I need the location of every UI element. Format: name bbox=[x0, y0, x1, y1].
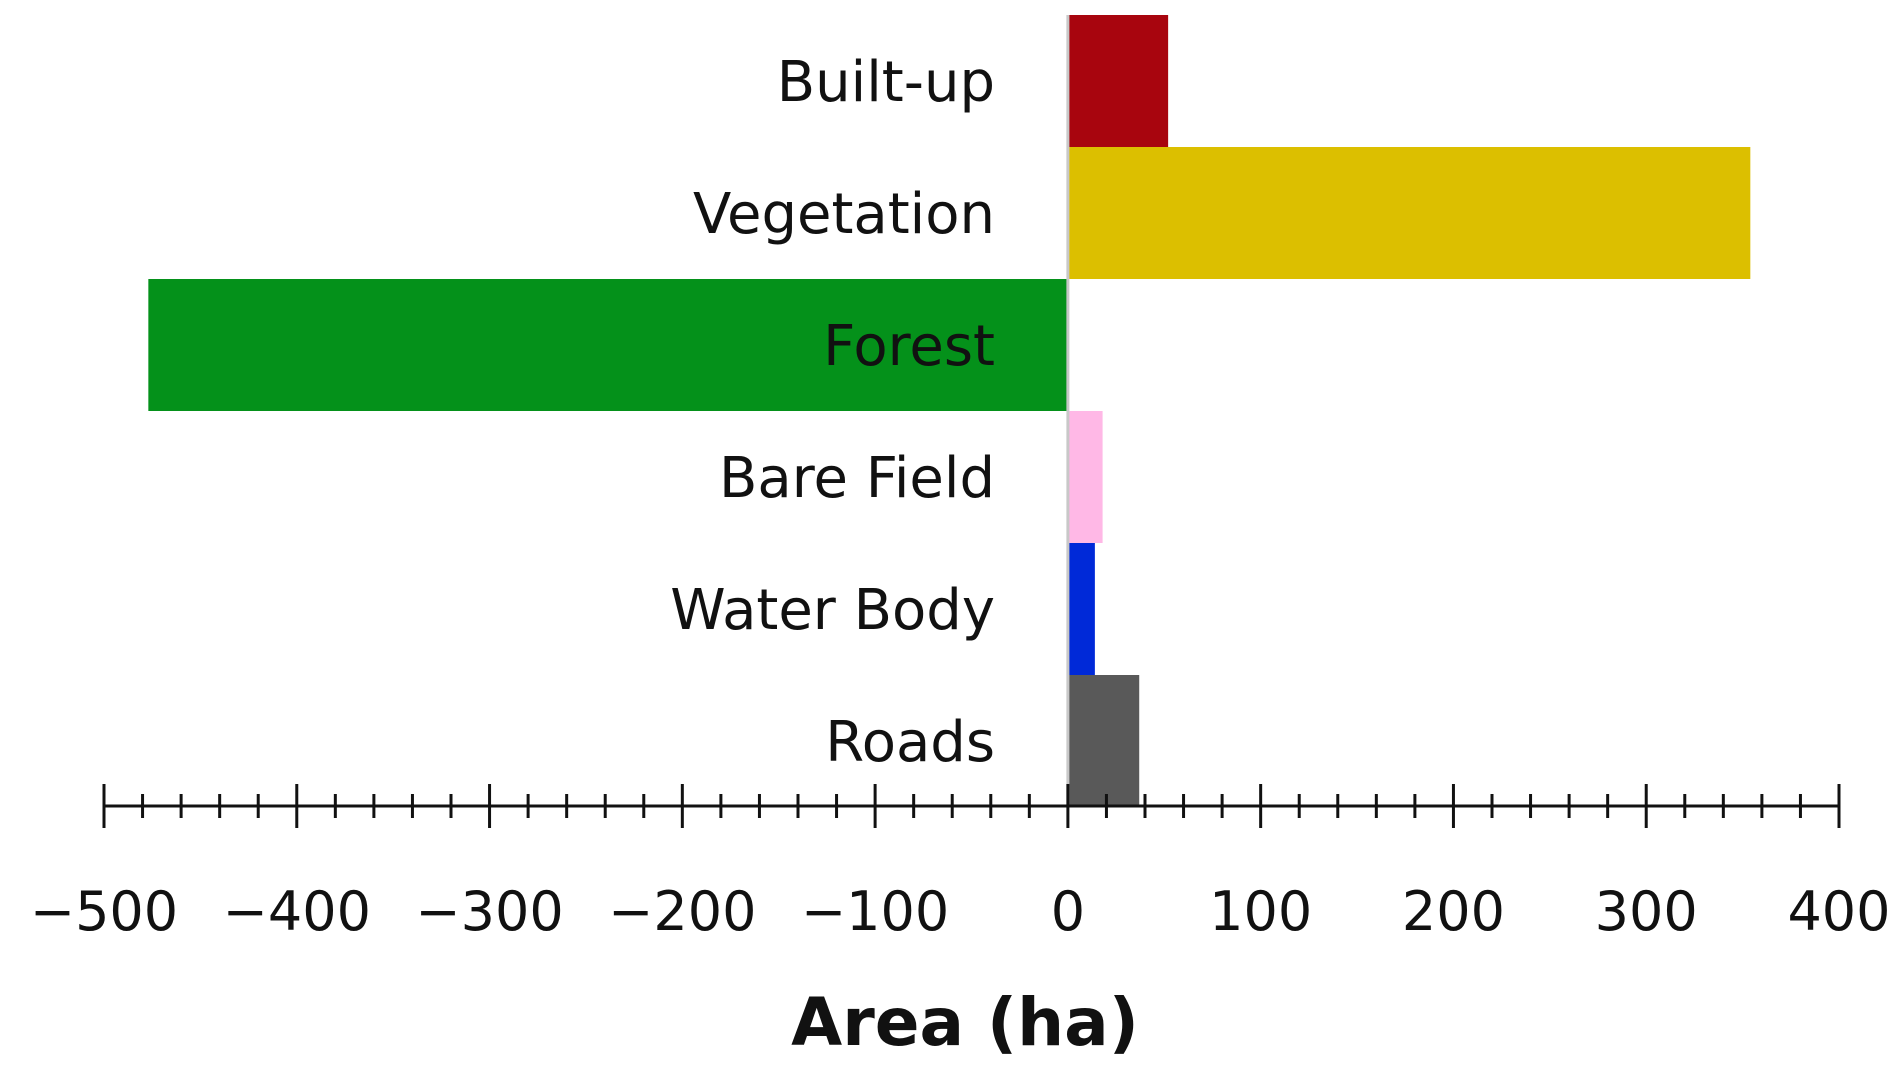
x-tick-label: −100 bbox=[801, 880, 949, 943]
bar-water-body bbox=[1067, 543, 1095, 675]
x-tick-label: −200 bbox=[608, 880, 756, 943]
x-tick-label: 0 bbox=[1051, 880, 1085, 943]
x-tick-label: −500 bbox=[30, 880, 178, 943]
x-tick-label: 100 bbox=[1209, 880, 1312, 943]
category-label-bare-field: Bare Field bbox=[719, 446, 995, 511]
category-label-vegetation: Vegetation bbox=[693, 182, 995, 247]
bars-layer bbox=[148, 15, 1751, 807]
category-labels: Built-up Vegetation Forest Bare Field Water … bbox=[670, 50, 995, 775]
category-label-built-up: Built-up bbox=[777, 50, 995, 115]
bar-roads bbox=[1067, 675, 1140, 807]
x-tick-label: −400 bbox=[223, 880, 371, 943]
x-tick-labels: −500 −400 −300 −200 −100 0 100 200 300 400 bbox=[30, 880, 1891, 943]
bar-vegetation bbox=[1067, 147, 1751, 279]
bar-built-up bbox=[1067, 15, 1169, 147]
x-tick-label: 400 bbox=[1787, 880, 1890, 943]
category-label-roads: Roads bbox=[825, 710, 995, 775]
x-tick-label: 200 bbox=[1402, 880, 1505, 943]
category-label-forest: Forest bbox=[823, 314, 995, 379]
bar-bare-field bbox=[1067, 411, 1103, 543]
x-axis bbox=[102, 784, 1841, 828]
x-tick-label: −300 bbox=[415, 880, 563, 943]
x-tick-label: 300 bbox=[1595, 880, 1698, 943]
category-label-water-body: Water Body bbox=[670, 578, 995, 643]
x-axis-title: Area (ha) bbox=[791, 984, 1139, 1061]
bar-forest bbox=[148, 279, 1068, 411]
